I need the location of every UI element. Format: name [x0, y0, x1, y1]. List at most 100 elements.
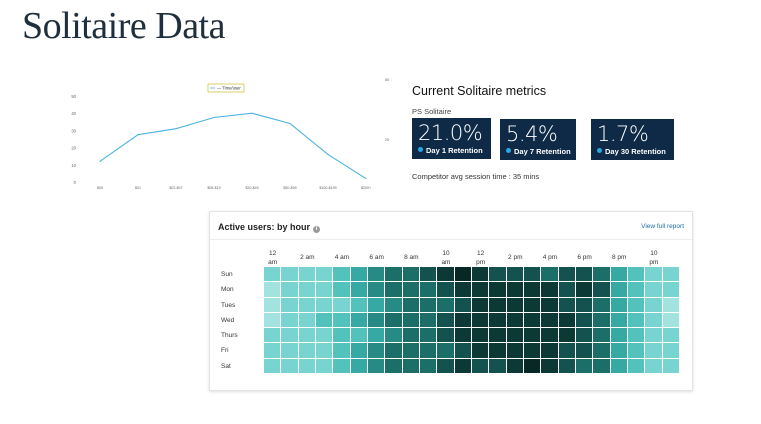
heatmap-cell	[506, 328, 523, 343]
heatmap-cell	[593, 328, 610, 343]
heatmap-cell	[489, 282, 506, 297]
hour-label: 8 am	[404, 254, 419, 261]
heatmap-cell	[454, 267, 471, 282]
heatmap-cell	[419, 282, 437, 297]
heatmap-cell	[523, 312, 541, 328]
day-30-retention-label: Day 30 Retention	[597, 147, 666, 156]
day-1-retention-label: Day 1 Retention	[418, 146, 483, 155]
heatmap-cell	[627, 358, 645, 374]
heatmap-cell	[523, 358, 541, 374]
heatmap-cell	[575, 282, 593, 297]
heatmap-cell	[558, 267, 575, 282]
heatmap-cell	[402, 358, 419, 374]
heatmap-cell	[402, 328, 419, 343]
bullet-dot-icon	[506, 148, 511, 153]
day-label: Sun	[221, 271, 233, 278]
heatmap-cell	[333, 312, 350, 328]
heatmap-cell	[385, 328, 402, 343]
heatmap-cell	[367, 343, 385, 358]
heatmap-cell	[454, 297, 471, 312]
y-tick-label: 0	[74, 180, 77, 185]
heatmap-cell	[593, 282, 610, 297]
divider	[210, 239, 692, 240]
heatmap-cell	[645, 328, 662, 343]
data-point	[365, 177, 367, 180]
hour-label: 10 am	[441, 250, 451, 266]
heatmap-cell	[367, 297, 385, 312]
heatmap-cell	[419, 328, 437, 343]
heatmap-cell	[281, 267, 298, 282]
y-tick-label: 10	[71, 163, 76, 168]
heatmap-cell	[506, 297, 523, 312]
heatmap-cell	[454, 312, 471, 328]
heatmap-cell	[489, 358, 506, 374]
day-7-retention-label: Day 7 Retention	[506, 147, 571, 156]
heatmap-cell	[541, 297, 558, 312]
heatmap-cell	[593, 312, 610, 328]
info-icon[interactable]: i	[313, 226, 321, 233]
heatmap-cell	[402, 282, 419, 297]
heatmap-cell	[645, 267, 662, 282]
heatmap-cell	[575, 343, 593, 358]
data-point	[251, 112, 253, 114]
heatmap-cell	[662, 328, 679, 343]
time-per-user-chart: 50 40 30 20 10 0 $00 $01 $02-$07 $08-$19 $20-$49 $5…	[71, 78, 389, 190]
x-tick-label: $00	[97, 186, 103, 190]
heatmap-cell	[264, 328, 281, 343]
heatmap-cell	[281, 343, 298, 358]
heatmap-cell	[333, 358, 350, 374]
heatmap-cell	[333, 328, 350, 343]
heatmap-cell	[575, 297, 593, 312]
hour-label: 12 am	[268, 250, 278, 266]
heatmap-cell	[419, 312, 437, 328]
day-label: Wed	[221, 316, 235, 324]
heatmap-cell	[454, 358, 471, 374]
heatmap-cell	[662, 358, 679, 374]
heatmap-cell	[541, 282, 558, 297]
heatmap-cell	[575, 312, 593, 328]
heatmap-cell	[645, 297, 662, 312]
heatmap-cell	[419, 358, 437, 374]
heatmap-cell	[264, 358, 281, 374]
x-tick-label: $200+	[361, 186, 371, 190]
heatmap-cell	[298, 343, 315, 358]
heatmap-cell	[298, 328, 315, 343]
hour-label: 8 pm	[612, 254, 627, 261]
heatmap-cell	[385, 343, 402, 358]
heatmap-cell	[367, 312, 385, 328]
day-label: Fri	[221, 347, 229, 355]
heatmap-cell	[333, 282, 350, 297]
hour-label: 2 am	[300, 254, 315, 261]
heatmap-cell	[350, 282, 367, 297]
heatmap-cell	[558, 328, 575, 343]
heatmap-cell	[575, 267, 593, 282]
heatmap-cell	[541, 328, 558, 343]
heatmap-cell	[471, 267, 489, 282]
heatmap-cell	[298, 312, 315, 328]
heatmap-cell	[264, 267, 281, 282]
heatmap-cell	[575, 328, 593, 343]
heatmap-cell	[315, 267, 333, 282]
heatmap-cell	[662, 312, 679, 328]
heatmap-cell	[645, 282, 662, 297]
heatmap-cell	[402, 343, 419, 358]
heatmap-cell	[489, 297, 506, 312]
heatmap-cell	[315, 358, 333, 374]
heatmap-cell	[662, 282, 679, 297]
heatmap-cell	[367, 267, 385, 282]
heatmap-cell	[385, 282, 402, 297]
day-label: Sat	[221, 362, 231, 370]
heatmap-cell	[541, 312, 558, 328]
heatmap-cell	[333, 267, 350, 282]
data-point	[327, 153, 329, 156]
heatmap-cell	[315, 312, 333, 328]
heatmap-cell	[489, 267, 506, 282]
heatmap-cell	[367, 282, 385, 297]
hour-label: 6 am	[369, 254, 384, 261]
day-7-retention-value: 5.4%	[506, 122, 558, 146]
view-full-report-link[interactable]: View full report	[641, 223, 684, 230]
day-label: Mon	[221, 286, 234, 294]
y-tick-label: 50	[71, 94, 76, 99]
heatmap-cell	[333, 343, 350, 358]
heatmap-cell	[419, 343, 437, 358]
